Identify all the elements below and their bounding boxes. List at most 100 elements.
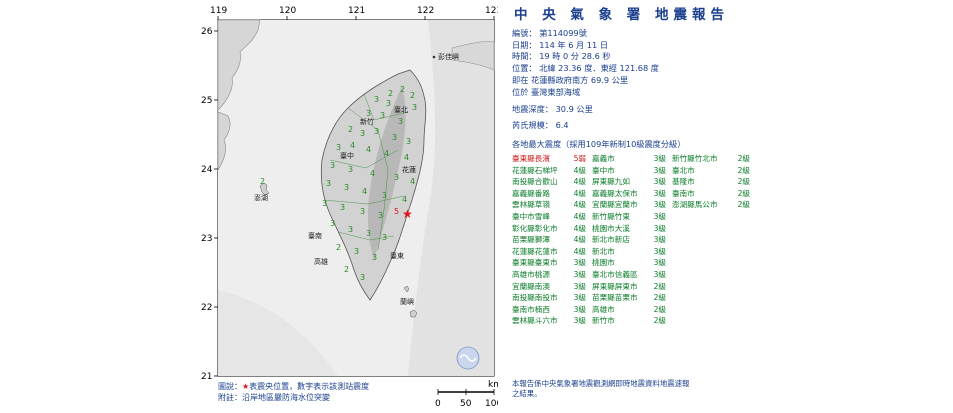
station-level: 4級 bbox=[573, 246, 586, 256]
station-name: 高雄市桃源 bbox=[512, 269, 550, 279]
svg-text:3: 3 bbox=[374, 127, 379, 136]
svg-text:3: 3 bbox=[336, 143, 341, 152]
scale-0: 0 bbox=[435, 399, 441, 409]
station-level: 3級 bbox=[573, 316, 586, 326]
station-name: 嘉義縣太保市 bbox=[592, 188, 638, 198]
scale-bar: km 0 50 100 bbox=[435, 380, 498, 409]
intensity-row: 屏東縣九如 3級 bbox=[592, 176, 672, 188]
station-name: 苗栗縣苗栗市 bbox=[592, 293, 638, 303]
intensity-row: 臺中市 3級 bbox=[592, 165, 672, 177]
station-name: 花蓮縣花蓮市 bbox=[512, 246, 558, 256]
legend-star-icon: ★ bbox=[242, 382, 250, 391]
intensity-row: 高雄市 2級 bbox=[592, 304, 672, 316]
svg-text:4: 4 bbox=[370, 169, 375, 178]
intensity-row: 臺北市信義區 3級 bbox=[592, 269, 672, 281]
svg-text:4: 4 bbox=[366, 145, 371, 154]
legend-line-1: 圖說：★表震央位置，數字表示該測站震度 bbox=[218, 381, 369, 392]
station-name: 花蓮縣石梯坪 bbox=[512, 165, 558, 175]
svg-text:3: 3 bbox=[398, 117, 403, 126]
svg-text:3: 3 bbox=[366, 229, 371, 238]
place-penghu: 澎湖 bbox=[254, 193, 268, 202]
svg-text:2: 2 bbox=[400, 85, 405, 94]
svg-text:4: 4 bbox=[410, 177, 415, 186]
svg-text:3: 3 bbox=[360, 207, 365, 216]
station-level: 2級 bbox=[737, 200, 750, 210]
svg-text:4: 4 bbox=[384, 149, 389, 158]
svg-text:3: 3 bbox=[360, 273, 365, 282]
station-level: 2級 bbox=[737, 153, 750, 163]
intensity-row: 新北市 3級 bbox=[592, 246, 672, 258]
svg-text:3: 3 bbox=[394, 173, 399, 182]
station-name: 臺北市 bbox=[672, 165, 695, 175]
report-info: 中 央 氣 象 署 地震報告 編號： 第114099號 日期： 114 年 6 … bbox=[512, 8, 756, 327]
intensity-row: 花蓮縣石梯坪 4級 bbox=[512, 165, 592, 177]
svg-text:4: 4 bbox=[362, 187, 367, 196]
lon-tick-120: 120 bbox=[279, 6, 296, 16]
station-level: 2級 bbox=[653, 304, 666, 314]
station-level: 2級 bbox=[653, 293, 666, 303]
station-level: 4級 bbox=[573, 165, 586, 175]
lanyu-island bbox=[409, 309, 418, 318]
report-time: 19 時 0 分 28.6 秒 bbox=[539, 51, 611, 62]
lat-tick-26: 26 bbox=[201, 27, 213, 37]
station-name: 桃園市 bbox=[592, 258, 615, 268]
place-taichung: 臺中 bbox=[340, 151, 354, 160]
station-level: 4級 bbox=[573, 235, 586, 245]
svg-text:2: 2 bbox=[344, 265, 349, 274]
station-level: 3級 bbox=[653, 153, 666, 163]
station-name: 嘉義市 bbox=[592, 153, 615, 163]
report-magnitude: 6.4 bbox=[555, 120, 569, 131]
report-magnitude-row: 芮氏規模： 6.4 bbox=[512, 120, 569, 131]
station-name: 南投縣南投市 bbox=[512, 293, 558, 303]
report-depth: 30.9 公里 bbox=[555, 103, 593, 114]
station-level: 2級 bbox=[653, 281, 666, 291]
station-name: 宜蘭縣南澳 bbox=[512, 281, 550, 291]
station-level: 3級 bbox=[653, 200, 666, 210]
station-name: 嘉義縣番路 bbox=[512, 188, 550, 198]
station-name: 宜蘭縣宜蘭市 bbox=[592, 200, 638, 210]
place-hsinchu: 新竹 bbox=[360, 117, 374, 126]
legend-line-2: 附註：沿岸地區嚴防海水位突變 bbox=[218, 393, 330, 402]
station-level: 4級 bbox=[573, 177, 586, 187]
intensity-row: 臺北市 2級 bbox=[672, 165, 756, 177]
svg-text:4: 4 bbox=[404, 153, 409, 162]
report-location: 北緯 23.36 度．東經 121.68 度 bbox=[539, 63, 659, 74]
station-name: 南投縣合歡山 bbox=[512, 177, 558, 187]
svg-text:2: 2 bbox=[260, 177, 265, 186]
intensity-row: 臺東縣臺東市 3級 bbox=[512, 257, 592, 269]
svg-text:3: 3 bbox=[406, 137, 411, 146]
intensity-row: 臺中市雪峰 4級 bbox=[512, 211, 592, 223]
svg-text:3: 3 bbox=[380, 111, 385, 120]
lat-tick-group: 26 25 24 23 22 21 bbox=[201, 27, 218, 382]
intensity-row: 花蓮縣花蓮市 4級 bbox=[512, 246, 592, 258]
svg-text:5: 5 bbox=[394, 207, 399, 216]
north-island-mass bbox=[451, 41, 495, 71]
station-name: 雲林縣草嶺 bbox=[512, 200, 550, 210]
station-level: 3級 bbox=[573, 258, 586, 268]
svg-text:3: 3 bbox=[360, 129, 365, 138]
intensity-row: 屏東縣屏東市 2級 bbox=[592, 281, 672, 293]
station-name: 臺南市 bbox=[672, 188, 695, 198]
report-number: 第114099號 bbox=[539, 27, 587, 38]
station-level: 3級 bbox=[653, 269, 666, 279]
station-level: 3級 bbox=[653, 211, 666, 221]
report-location-row: 位置： 北緯 23.36 度．東經 121.68 度 bbox=[512, 63, 659, 74]
intensity-row: 基隆市 2級 bbox=[672, 176, 756, 188]
county-borders bbox=[323, 93, 409, 251]
lat-tick-23: 23 bbox=[201, 234, 212, 244]
cwa-logo bbox=[456, 346, 480, 370]
intensity-row: 嘉義縣番路 4級 bbox=[512, 188, 592, 200]
station-name: 臺東縣臺東市 bbox=[512, 258, 558, 268]
station-name: 新竹市 bbox=[592, 316, 615, 326]
svg-text:3: 3 bbox=[374, 95, 379, 104]
intensity-row: 新北市新店 3級 bbox=[592, 234, 672, 246]
scale-50: 50 bbox=[460, 399, 472, 409]
station-level: 2級 bbox=[737, 165, 750, 175]
place-taipei: 臺北 bbox=[394, 105, 408, 114]
intensity-row: 宜蘭縣宜蘭市 3級 bbox=[592, 199, 672, 211]
place-kaohsiung: 高雄 bbox=[314, 257, 328, 266]
station-level: 3級 bbox=[573, 269, 586, 279]
svg-text:3: 3 bbox=[412, 103, 417, 112]
svg-text:2: 2 bbox=[388, 89, 393, 98]
intensity-row: 南投縣合歡山 4級 bbox=[512, 176, 592, 188]
